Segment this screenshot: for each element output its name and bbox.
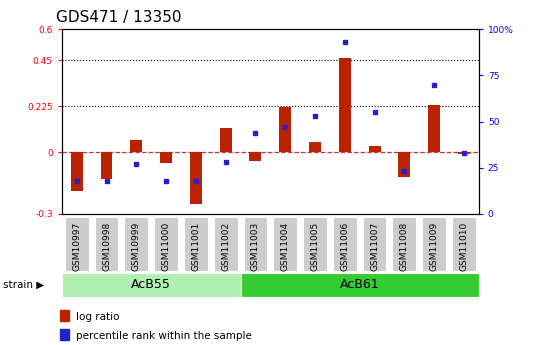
- FancyBboxPatch shape: [303, 217, 327, 271]
- Bar: [220, 128, 232, 152]
- Text: percentile rank within the sample: percentile rank within the sample: [76, 331, 252, 341]
- FancyBboxPatch shape: [333, 217, 357, 271]
- Bar: [339, 58, 351, 152]
- FancyBboxPatch shape: [95, 217, 118, 271]
- Text: GSM11000: GSM11000: [161, 221, 171, 271]
- FancyBboxPatch shape: [65, 217, 89, 271]
- Text: strain ▶: strain ▶: [3, 280, 44, 290]
- FancyBboxPatch shape: [154, 217, 178, 271]
- Text: GSM11010: GSM11010: [459, 221, 469, 271]
- Text: GSM11005: GSM11005: [310, 221, 320, 271]
- FancyBboxPatch shape: [184, 217, 208, 271]
- Bar: [130, 140, 142, 152]
- Text: GSM11006: GSM11006: [341, 221, 349, 271]
- FancyBboxPatch shape: [240, 273, 479, 297]
- FancyBboxPatch shape: [124, 217, 148, 271]
- Text: GSM10997: GSM10997: [72, 221, 81, 271]
- Bar: [309, 142, 321, 152]
- Text: GSM11009: GSM11009: [430, 221, 438, 271]
- Bar: [428, 105, 440, 152]
- Bar: [399, 152, 410, 177]
- FancyBboxPatch shape: [363, 217, 386, 271]
- Text: GSM10999: GSM10999: [132, 221, 141, 271]
- FancyBboxPatch shape: [422, 217, 446, 271]
- FancyBboxPatch shape: [273, 217, 297, 271]
- Text: GSM11003: GSM11003: [251, 221, 260, 271]
- Bar: [369, 146, 380, 152]
- Text: GSM11001: GSM11001: [192, 221, 200, 271]
- Bar: [60, 329, 69, 340]
- Text: GSM11007: GSM11007: [370, 221, 379, 271]
- Bar: [279, 107, 291, 152]
- Bar: [101, 152, 112, 179]
- FancyBboxPatch shape: [62, 273, 240, 297]
- Text: AcB55: AcB55: [131, 278, 171, 292]
- Bar: [71, 152, 83, 191]
- Text: log ratio: log ratio: [76, 312, 119, 322]
- Text: AcB61: AcB61: [340, 278, 379, 292]
- Text: GSM10998: GSM10998: [102, 221, 111, 271]
- Bar: [190, 152, 202, 204]
- Text: GSM11008: GSM11008: [400, 221, 409, 271]
- FancyBboxPatch shape: [392, 217, 416, 271]
- Bar: [458, 152, 470, 155]
- Text: GDS471 / 13350: GDS471 / 13350: [56, 10, 182, 25]
- Text: GSM11004: GSM11004: [281, 221, 290, 271]
- FancyBboxPatch shape: [214, 217, 238, 271]
- Bar: [60, 309, 69, 321]
- FancyBboxPatch shape: [452, 217, 476, 271]
- Text: GSM11002: GSM11002: [221, 221, 230, 271]
- Bar: [250, 152, 261, 160]
- Bar: [160, 152, 172, 162]
- FancyBboxPatch shape: [244, 217, 267, 271]
